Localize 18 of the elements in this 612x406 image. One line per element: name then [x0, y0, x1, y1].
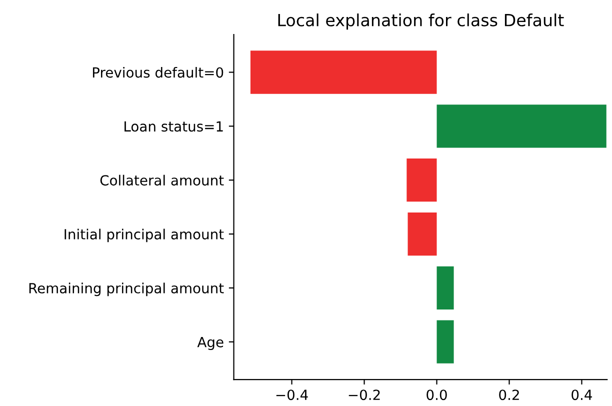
y-tick-label: Initial principal amount [64, 228, 224, 242]
bar [408, 212, 437, 256]
y-tick-label: Remaining principal amount [29, 282, 224, 296]
x-tick-label: 0.4 [572, 390, 592, 400]
x-tick-label: 0.0 [426, 390, 447, 400]
x-tick-label: 0.2 [499, 390, 519, 400]
x-tick-label: −0.2 [348, 390, 380, 400]
y-tick-label: Age [197, 337, 224, 350]
bar [436, 104, 606, 148]
bar [436, 266, 454, 310]
y-tick-label: Collateral amount [100, 174, 224, 186]
bar [436, 320, 454, 364]
chart-title: Local explanation for class Default [278, 14, 564, 30]
y-tick-label: Previous default=0 [92, 66, 224, 78]
x-tick-label: −0.4 [276, 390, 308, 400]
bar [250, 50, 437, 94]
y-tick-label: Loan status=1 [124, 121, 223, 132]
bar [406, 158, 437, 202]
